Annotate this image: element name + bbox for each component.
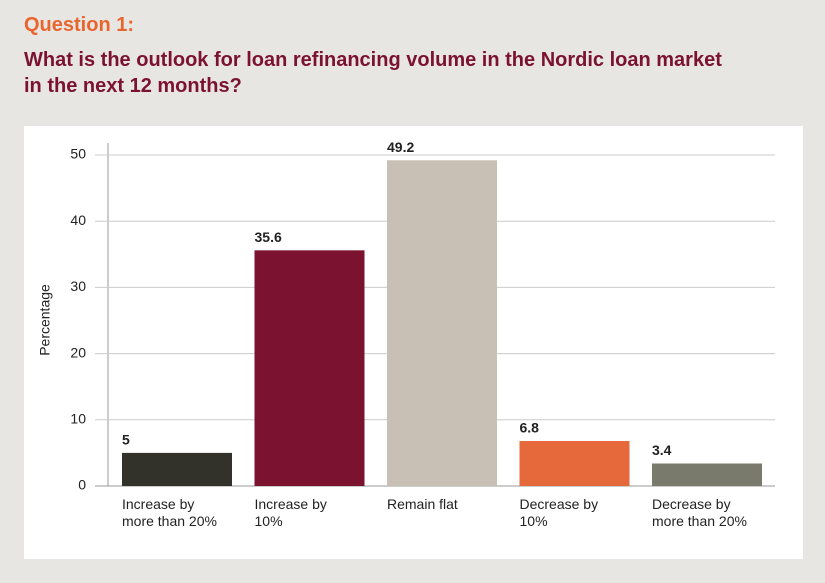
y-tick-label: 50: [70, 146, 86, 162]
bar: [254, 250, 365, 486]
question-number: Question 1:: [24, 14, 135, 36]
bar: [652, 463, 762, 486]
bar: [519, 440, 630, 486]
value-label: 6.8: [520, 420, 540, 436]
value-label: 5: [122, 432, 130, 448]
x-tick-label: Remain flat: [387, 496, 458, 512]
x-tick-label: Increase by 10%: [254, 496, 327, 529]
chart-title: What is the outlook for loan refinancing…: [24, 49, 722, 97]
bar: [122, 452, 232, 486]
value-label: 35.6: [255, 229, 282, 245]
y-tick-label: 0: [78, 477, 86, 493]
x-tick-label: Decrease by more than 20%: [652, 496, 747, 529]
x-tick-label: Increase by more than 20%: [122, 496, 217, 529]
bar: [387, 160, 497, 486]
value-label: 49.2: [387, 139, 414, 155]
value-label: 3.4: [652, 442, 672, 458]
y-axis-label: Percentage: [37, 284, 53, 356]
y-tick-label: 40: [70, 212, 86, 228]
x-tick-label: Decrease by 10%: [519, 496, 599, 529]
y-tick-label: 10: [70, 411, 86, 427]
y-tick-label: 30: [70, 278, 86, 294]
y-tick-label: 20: [70, 344, 86, 360]
